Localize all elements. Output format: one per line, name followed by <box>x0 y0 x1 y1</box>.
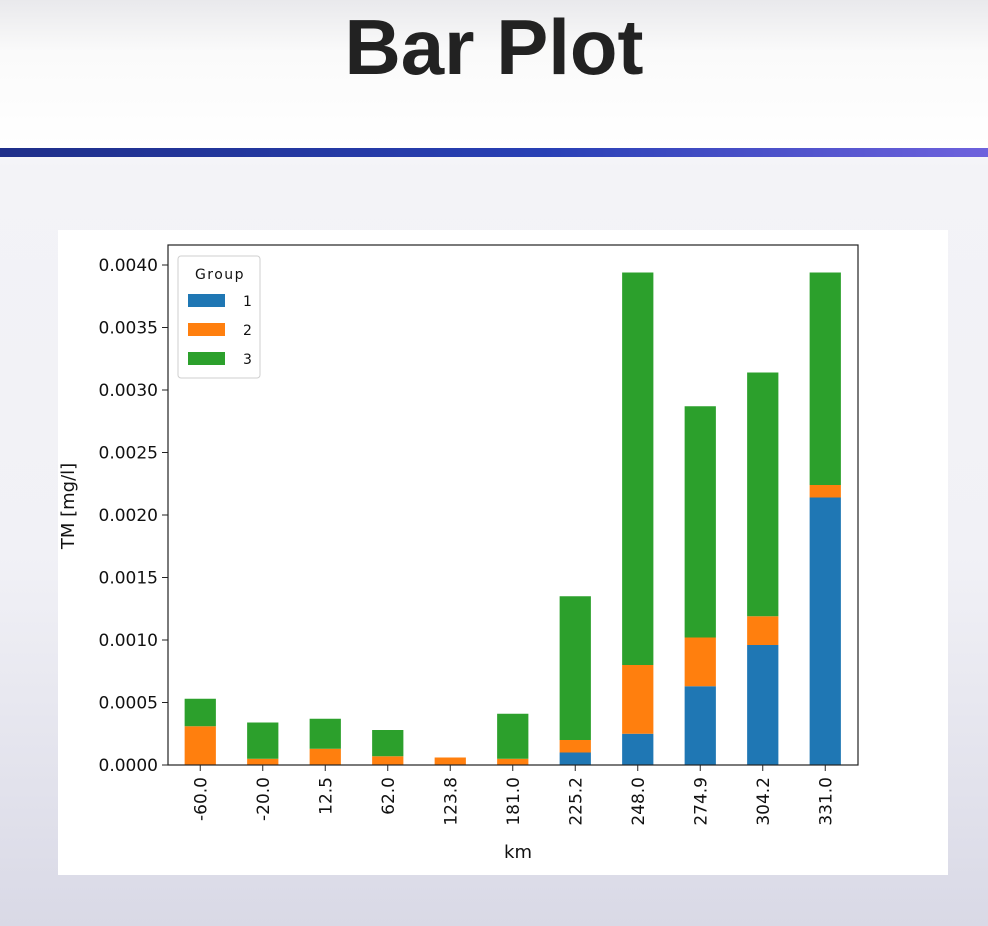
bar-274.9-group-3 <box>684 406 716 638</box>
x-tick-label: 331.0 <box>816 777 836 826</box>
x-tick-label: 62.0 <box>379 777 399 815</box>
legend-label-3: 3 <box>243 352 252 368</box>
slide-title: Bar Plot <box>344 3 644 91</box>
plot-frame <box>167 244 859 766</box>
legend-label-1: 1 <box>243 294 252 310</box>
y-tick-label: 0.0020 <box>99 506 158 526</box>
bar-248.0-group-2 <box>622 665 654 734</box>
bar-331.0-group-1 <box>809 497 841 765</box>
y-axis-ticks: 0.0000 0.0005 0.0010 0.0015 0.0020 0.0025 0.00… <box>99 256 168 776</box>
bar--20.0-group-3 <box>247 722 279 759</box>
y-tick-label: 0.0035 <box>99 319 158 339</box>
y-tick-label: 0.0030 <box>99 381 158 401</box>
x-tick-label: -60.0 <box>191 777 211 821</box>
bar-181.0-group-3 <box>497 713 529 759</box>
y-axis-label: TM [mg/l] <box>58 463 79 550</box>
title-divider <box>0 148 988 157</box>
bar-225.2-group-3 <box>559 596 591 740</box>
x-tick-label: 181.0 <box>504 777 524 826</box>
x-tick-label: 225.2 <box>566 777 586 826</box>
bar--60.0-group-2 <box>184 726 216 765</box>
x-tick-label: 304.2 <box>754 777 774 826</box>
bar-274.9-group-2 <box>684 637 716 687</box>
bar-248.0-group-1 <box>622 733 654 765</box>
bar-12.5-group-3 <box>309 718 341 749</box>
x-tick-label: 248.0 <box>629 777 649 826</box>
bar-62.0-group-2 <box>372 756 404 765</box>
slide-header: Bar Plot <box>0 0 988 148</box>
legend: Group 1 2 3 <box>177 255 261 379</box>
legend-swatch-3 <box>188 352 225 365</box>
legend-items: 1 2 3 <box>188 294 252 368</box>
bars-group <box>184 272 841 765</box>
x-tick-label: 123.8 <box>441 777 461 826</box>
y-tick-label: 0.0005 <box>99 694 158 714</box>
bar-12.5-group-2 <box>309 748 341 765</box>
x-tick-label: -20.0 <box>254 777 274 821</box>
x-axis-label: km <box>504 842 532 863</box>
legend-title: Group <box>195 267 245 283</box>
x-tick-label: 12.5 <box>316 777 336 815</box>
stacked-bar-chart: -60.0 -20.0 12.5 62.0 123.8 181.0 225.2 248.0 27… <box>58 244 859 863</box>
x-axis-ticks: -60.0 -20.0 12.5 62.0 123.8 181.0 225.2 248.0 27… <box>191 765 836 826</box>
bar-304.2-group-2 <box>747 616 779 645</box>
bar-181.0-group-2 <box>497 758 529 765</box>
bar-304.2-group-3 <box>747 372 779 617</box>
bar--60.0-group-3 <box>184 698 216 727</box>
y-tick-label: 0.0010 <box>99 631 158 651</box>
chart-figure: -60.0 -20.0 12.5 62.0 123.8 181.0 225.2 248.0 27… <box>58 230 948 875</box>
bar-62.0-group-3 <box>372 730 404 757</box>
bar-331.0-group-3 <box>809 272 841 485</box>
bar-304.2-group-1 <box>747 645 779 765</box>
y-tick-label: 0.0015 <box>99 569 158 589</box>
y-tick-label: 0.0040 <box>99 256 158 276</box>
bar--20.0-group-2 <box>247 758 279 765</box>
bar-331.0-group-2 <box>809 485 841 498</box>
bar-248.0-group-3 <box>622 272 654 665</box>
y-tick-label: 0.0025 <box>99 444 158 464</box>
bar-225.2-group-2 <box>559 740 591 753</box>
y-tick-label: 0.0000 <box>99 756 158 776</box>
bar-123.8-group-2 <box>434 757 466 765</box>
legend-frame <box>177 255 261 379</box>
legend-swatch-2 <box>188 323 225 336</box>
bar-274.9-group-1 <box>684 686 716 765</box>
x-tick-label: 274.9 <box>691 777 711 826</box>
bar-225.2-group-1 <box>559 752 591 765</box>
legend-label-2: 2 <box>243 323 252 339</box>
legend-swatch-1 <box>188 294 225 307</box>
